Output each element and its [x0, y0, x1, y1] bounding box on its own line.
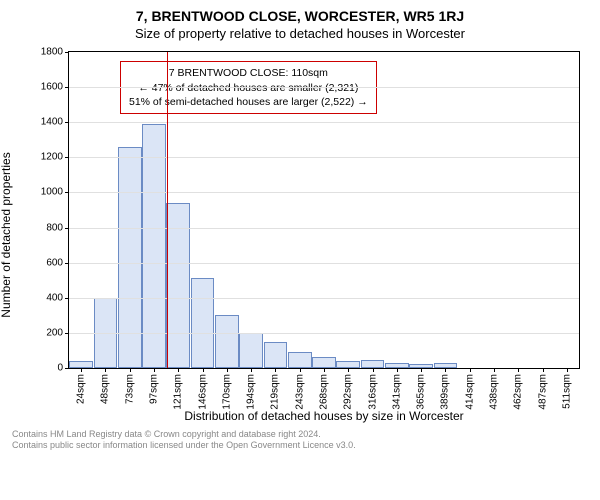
- x-tick-label: 121sqm: [173, 374, 184, 410]
- x-tick-mark: [445, 368, 446, 372]
- y-tick-mark: [65, 192, 69, 193]
- x-tick-mark: [397, 368, 398, 372]
- gridline: [69, 192, 579, 193]
- x-tick-mark: [567, 368, 568, 372]
- gridline: [69, 333, 579, 334]
- histogram-bar: [239, 333, 263, 368]
- x-tick-mark: [178, 368, 179, 372]
- x-tick-mark: [421, 368, 422, 372]
- x-tick-mark: [154, 368, 155, 372]
- y-tick-mark: [65, 298, 69, 299]
- y-tick-mark: [65, 122, 69, 123]
- chart-title-main: 7, BRENTWOOD CLOSE, WORCESTER, WR5 1RJ: [12, 8, 588, 24]
- y-axis-label: Number of detached properties: [0, 152, 13, 317]
- x-tick-label: 194sqm: [246, 374, 257, 410]
- histogram-bar: [215, 315, 239, 368]
- footer-line-2: Contains public sector information licen…: [12, 440, 588, 451]
- x-tick-mark: [203, 368, 204, 372]
- attribution-footer: Contains HM Land Registry data © Crown c…: [12, 429, 588, 452]
- y-tick-label: 1600: [41, 82, 63, 93]
- histogram-bar: [288, 352, 312, 368]
- x-tick-label: 219sqm: [270, 374, 281, 410]
- x-axis-label: Distribution of detached houses by size …: [68, 409, 580, 423]
- y-tick-mark: [65, 87, 69, 88]
- x-tick-mark: [494, 368, 495, 372]
- x-tick-mark: [348, 368, 349, 372]
- x-tick-mark: [227, 368, 228, 372]
- gridline: [69, 263, 579, 264]
- histogram-bar: [264, 342, 288, 368]
- x-tick-label: 316sqm: [367, 374, 378, 410]
- chart-area: Number of detached properties 7 BRENTWOO…: [12, 45, 588, 425]
- x-tick-mark: [300, 368, 301, 372]
- gridline: [69, 298, 579, 299]
- gridline: [69, 122, 579, 123]
- x-tick-mark: [324, 368, 325, 372]
- x-tick-mark: [81, 368, 82, 372]
- x-tick-label: 511sqm: [561, 374, 572, 409]
- x-tick-label: 268sqm: [319, 374, 330, 410]
- histogram-bar: [69, 361, 93, 368]
- x-tick-label: 341sqm: [391, 374, 402, 410]
- y-tick-label: 1000: [41, 187, 63, 198]
- y-tick-label: 200: [46, 327, 63, 338]
- histogram-bar: [336, 361, 360, 368]
- chart-title-sub: Size of property relative to detached ho…: [12, 26, 588, 41]
- gridline: [69, 157, 579, 158]
- x-tick-mark: [105, 368, 106, 372]
- x-tick-label: 170sqm: [221, 374, 232, 410]
- y-tick-mark: [65, 157, 69, 158]
- histogram-bar: [118, 147, 142, 368]
- x-tick-mark: [518, 368, 519, 372]
- histogram-bar: [312, 357, 336, 368]
- x-tick-label: 389sqm: [440, 374, 451, 410]
- x-tick-label: 292sqm: [343, 374, 354, 410]
- x-tick-label: 24sqm: [76, 374, 87, 404]
- y-tick-label: 1800: [41, 47, 63, 58]
- x-tick-label: 243sqm: [294, 374, 305, 410]
- x-tick-label: 48sqm: [100, 374, 111, 404]
- gridline: [69, 228, 579, 229]
- y-tick-mark: [65, 52, 69, 53]
- y-tick-label: 600: [46, 257, 63, 268]
- footer-line-1: Contains HM Land Registry data © Crown c…: [12, 429, 588, 440]
- y-tick-label: 800: [46, 222, 63, 233]
- x-tick-mark: [130, 368, 131, 372]
- histogram-bar: [142, 124, 166, 368]
- x-tick-label: 487sqm: [537, 374, 548, 410]
- x-tick-mark: [275, 368, 276, 372]
- histogram-bar: [191, 278, 215, 368]
- x-tick-label: 146sqm: [197, 374, 208, 410]
- x-tick-label: 414sqm: [464, 374, 475, 410]
- y-tick-label: 1200: [41, 152, 63, 163]
- x-tick-mark: [373, 368, 374, 372]
- histogram-bar: [361, 360, 385, 368]
- y-tick-mark: [65, 263, 69, 264]
- gridline: [69, 87, 579, 88]
- x-tick-label: 365sqm: [416, 374, 427, 410]
- y-tick-mark: [65, 333, 69, 334]
- reference-line: [167, 52, 168, 368]
- x-tick-label: 73sqm: [124, 374, 135, 404]
- x-tick-label: 97sqm: [149, 374, 160, 404]
- y-tick-mark: [65, 228, 69, 229]
- x-tick-mark: [470, 368, 471, 372]
- y-tick-mark: [65, 368, 69, 369]
- legend-line-3: 51% of semi-detached houses are larger (…: [129, 95, 368, 109]
- x-tick-mark: [251, 368, 252, 372]
- plot-region: 7 BRENTWOOD CLOSE: 110sqm ← 47% of detac…: [68, 51, 580, 369]
- y-tick-label: 400: [46, 292, 63, 303]
- y-tick-label: 1400: [41, 117, 63, 128]
- x-tick-mark: [543, 368, 544, 372]
- x-tick-label: 438sqm: [489, 374, 500, 410]
- legend-line-1: 7 BRENTWOOD CLOSE: 110sqm: [129, 66, 368, 80]
- x-tick-label: 462sqm: [513, 374, 524, 410]
- y-tick-label: 0: [57, 363, 63, 374]
